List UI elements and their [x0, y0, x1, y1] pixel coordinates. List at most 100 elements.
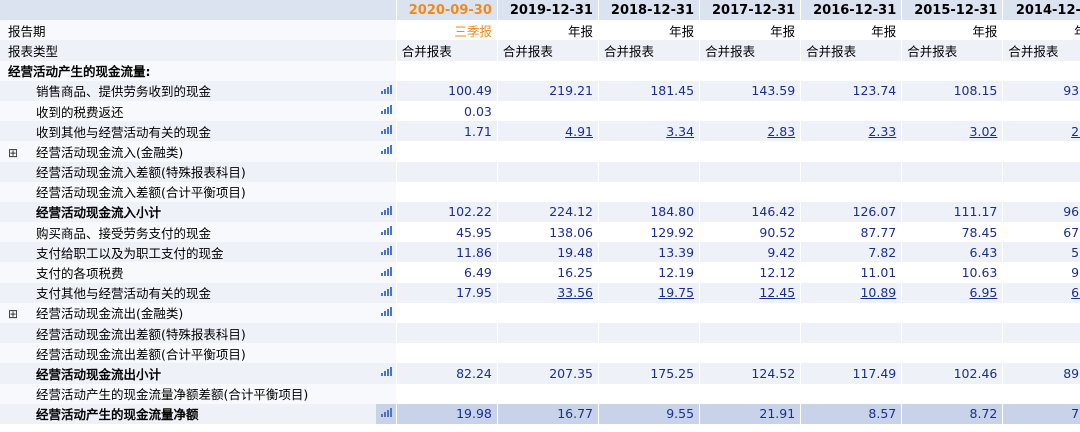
value-cell: [1002, 141, 1080, 162]
row-label: 经营活动现金流入(金融类): [36, 144, 184, 160]
value-cell: 6.43: [901, 242, 1003, 263]
value-text: 224.12: [549, 204, 593, 220]
bar-chart-icon[interactable]: [381, 286, 393, 296]
value-cell: 175.25: [597, 363, 700, 384]
bar-chart-icon[interactable]: [381, 145, 393, 155]
report-period-cell: 年报: [800, 20, 902, 41]
row-label-cell: 支付其他与经营活动有关的现金: [0, 282, 377, 303]
row-label: 经营活动产生的现金流量净额差额(合计平衡项目): [36, 387, 309, 403]
row-label: 支付的各项税费: [36, 266, 124, 282]
bar-chart-icon[interactable]: [381, 125, 393, 135]
period-header[interactable]: 2018-12-31: [597, 0, 700, 21]
row-label-cell: 收到其他与经营活动有关的现金: [0, 121, 377, 142]
icon-cell: [376, 121, 397, 142]
value-cell: [496, 383, 599, 404]
value-cell: 1.71: [395, 121, 498, 142]
expand-icon[interactable]: ⊞: [8, 307, 19, 322]
value-cell: 123.74: [800, 80, 902, 101]
value-text: 16.25: [557, 265, 593, 281]
value-link[interactable]: 2.98: [1071, 123, 1080, 139]
value-text: 1.71: [464, 123, 492, 139]
period-header[interactable]: 2014-12-31: [1002, 0, 1080, 21]
bar-chart-icon[interactable]: [381, 105, 393, 115]
value-link[interactable]: 2.83: [767, 123, 796, 139]
value-link[interactable]: 33.56: [557, 285, 593, 301]
value-text: 181.45: [650, 83, 695, 99]
bar-chart-icon[interactable]: [381, 246, 393, 256]
value-cell: 90.52: [699, 222, 801, 243]
bar-chart-icon[interactable]: [381, 266, 393, 276]
icon-cell: [376, 323, 397, 344]
value-link[interactable]: 2.33: [868, 123, 897, 139]
value-cell: [395, 181, 498, 202]
value-text: 175.25: [650, 365, 695, 381]
value-link[interactable]: 19.75: [658, 285, 695, 301]
value-link[interactable]: 12.45: [759, 285, 796, 301]
table-row: 经营活动现金流入差额(特殊报表科目): [0, 161, 1080, 182]
bar-chart-icon[interactable]: [381, 306, 393, 316]
value-link[interactable]: 6.95: [969, 285, 998, 301]
row-label: 收到其他与经营活动有关的现金: [36, 124, 212, 140]
value-cell: [800, 141, 902, 162]
value-cell: 10.63: [901, 262, 1003, 283]
report-type-cell: 合并报表: [699, 40, 801, 61]
row-label-cell: 经营活动现金流出差额(合计平衡项目): [0, 343, 377, 364]
period-header[interactable]: 2020-09-30: [395, 0, 498, 21]
value-link[interactable]: 4.91: [565, 123, 593, 139]
value-link[interactable]: 3.02: [969, 123, 998, 139]
row-label: 经营活动现金流出差额(合计平衡项目): [36, 346, 246, 362]
period-header[interactable]: 2015-12-31: [901, 0, 1003, 21]
value-cell: 8.57: [800, 403, 902, 424]
bar-chart-icon[interactable]: [381, 205, 393, 215]
value-cell: 2.98: [1002, 121, 1080, 142]
period-header[interactable]: 2017-12-31: [699, 0, 801, 21]
value-text: 9.86: [1071, 265, 1080, 281]
icon-cell: [376, 161, 397, 182]
value-cell: 8.72: [901, 403, 1003, 424]
value-cell: [901, 100, 1003, 122]
value-cell: [800, 302, 902, 323]
bar-chart-icon[interactable]: [381, 407, 393, 417]
table-row: 支付给职工以及为职工支付的现金 11.86 19.48 13.39 9.42 7.82 6.…: [0, 242, 1080, 263]
value-link[interactable]: 6.68: [1071, 285, 1080, 301]
value-text: 87.77: [860, 224, 897, 240]
table-row: 收到其他与经营活动有关的现金 1.71 4.91 3.34 2.83 2.33 3.02 2.…: [0, 121, 1080, 142]
row-label-cell: 经营活动现金流出差额(特殊报表科目): [0, 323, 377, 344]
expand-icon[interactable]: ⊞: [8, 145, 19, 160]
row-label: 销售商品、提供劳务收到的现金: [36, 84, 212, 100]
value-cell: 129.92: [597, 222, 700, 243]
value-text: 12.19: [658, 265, 695, 281]
value-cell: 6.68: [1002, 282, 1080, 303]
value-link[interactable]: 10.89: [860, 285, 897, 301]
row-label-cell[interactable]: ⊞ 经营活动现金流入(金融类): [0, 141, 377, 162]
value-link[interactable]: 3.34: [666, 123, 695, 139]
row-label: 经营活动现金流入差额(特殊报表科目): [36, 165, 246, 181]
value-cell: [901, 302, 1003, 323]
report-period-cell: 年报: [699, 20, 801, 41]
row-label-cell: 经营活动产生的现金流量净额差额(合计平衡项目): [0, 383, 377, 404]
period-header[interactable]: 2016-12-31: [800, 0, 902, 21]
row-label-cell[interactable]: ⊞ 经营活动现金流出(金融类): [0, 302, 377, 323]
icon-cell: [376, 242, 397, 263]
value-cell: 2.83: [699, 121, 801, 142]
value-text: 11.86: [456, 244, 492, 260]
row-label: 经营活动现金流出小计: [36, 366, 162, 382]
value-cell: 108.15: [901, 80, 1003, 101]
value-cell: [597, 383, 700, 404]
value-cell: [800, 100, 902, 122]
value-text: 96.72: [1063, 204, 1080, 220]
period-header[interactable]: 2019-12-31: [496, 0, 599, 21]
value-text: 7.82: [868, 244, 897, 260]
value-cell: 89.10: [1002, 363, 1080, 384]
value-cell: [1002, 100, 1080, 122]
row-label-cell: 支付的各项税费: [0, 262, 377, 283]
bar-chart-icon[interactable]: [381, 367, 393, 377]
row-label-cell: 购买商品、接受劳务支付的现金: [0, 222, 377, 243]
row-label: 支付给职工以及为职工支付的现金: [36, 245, 224, 261]
value-text: 67.09: [1063, 224, 1080, 240]
bar-chart-icon[interactable]: [381, 226, 393, 236]
bar-chart-icon[interactable]: [381, 84, 393, 94]
report-period-row: 报告期三季报年报年报年报年报年报年报: [0, 20, 1080, 41]
value-cell: [597, 161, 700, 182]
value-cell: [699, 141, 801, 162]
